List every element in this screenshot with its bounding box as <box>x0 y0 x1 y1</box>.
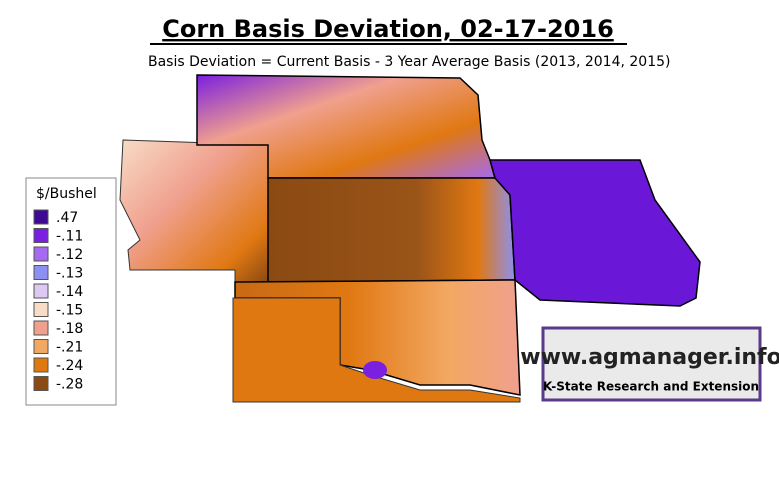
legend-title: $/Bushel <box>36 186 97 202</box>
map-title: Corn Basis Deviation, 02-17-2016 <box>162 15 614 43</box>
legend-label: -.12 <box>56 247 83 263</box>
legend-swatch <box>33 283 49 299</box>
legend-label: -.28 <box>56 377 83 393</box>
legend-swatch <box>33 357 49 373</box>
logo-url: www.agmanager.info <box>520 345 779 370</box>
legend-swatch <box>33 302 49 317</box>
logo-box <box>541 326 762 402</box>
colorado-region <box>119 139 269 283</box>
texas-region <box>232 297 521 403</box>
legend-label: .47 <box>56 210 78 226</box>
legend-swatch <box>33 376 49 391</box>
legend-swatch <box>33 209 49 225</box>
missouri <box>489 159 701 307</box>
legend-swatch <box>33 228 49 243</box>
legend-label: -.21 <box>56 340 83 356</box>
legend-label: -.18 <box>56 321 83 337</box>
legend-swatch <box>33 265 49 280</box>
legend-swatch <box>33 320 49 336</box>
purple-spot <box>363 361 387 379</box>
map-subtitle: Basis Deviation = Current Basis - 3 Year… <box>148 54 670 70</box>
logo-org: K-State Research and Extension <box>543 380 759 394</box>
legend-swatch <box>33 339 49 354</box>
legend-label: -.15 <box>56 303 83 319</box>
legend-label: -.24 <box>56 358 83 374</box>
legend-label: -.13 <box>56 266 83 282</box>
kansas <box>267 177 516 283</box>
legend-items: .47 -.11 -.12 -.13 -.14 -.15 -.18 -.21 -.24 -.28 <box>33 209 83 393</box>
legend-label: -.11 <box>56 229 83 245</box>
legend-label: -.14 <box>56 284 83 300</box>
legend-swatch <box>33 246 49 262</box>
